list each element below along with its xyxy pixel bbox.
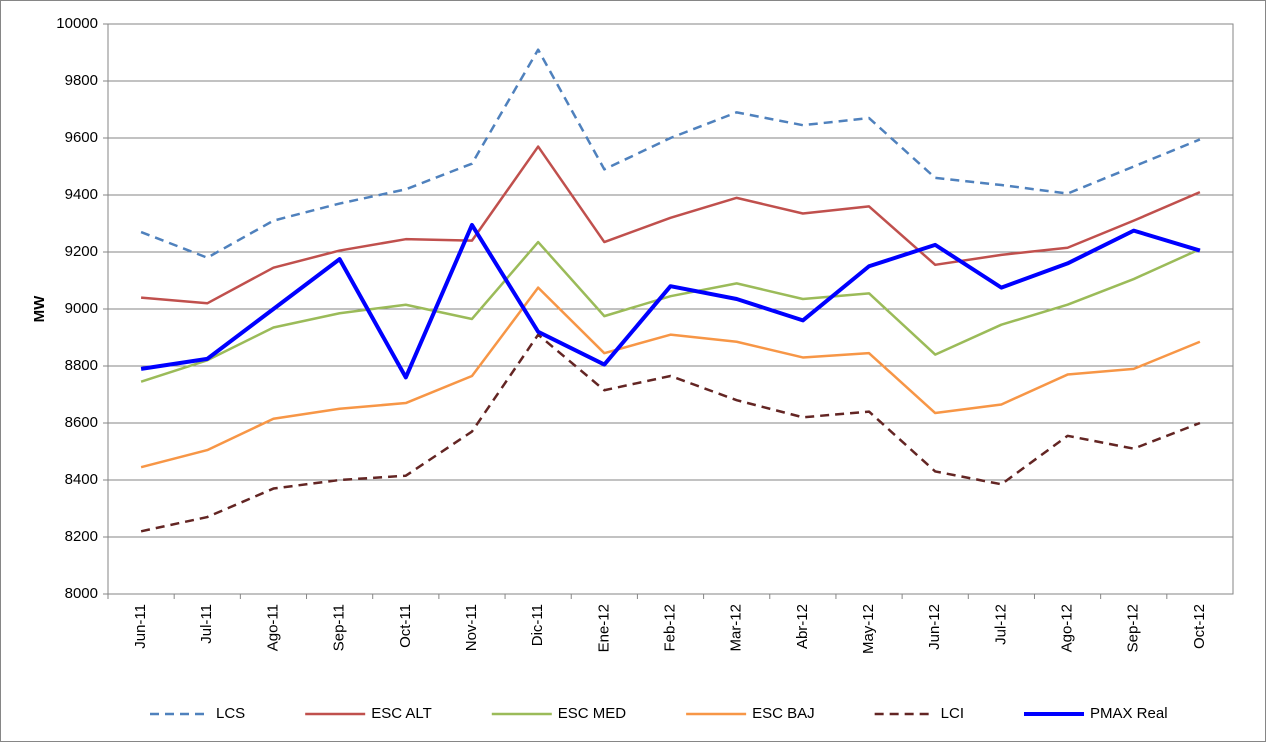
legend-label: LCS xyxy=(216,705,245,722)
x-tick-label: Ago-12 xyxy=(1059,604,1076,652)
x-tick-label: Feb-12 xyxy=(661,604,678,652)
series-line xyxy=(140,145,1201,305)
series-line xyxy=(140,333,1201,533)
y-tick-label: 9000 xyxy=(65,300,98,317)
x-tick-label: Oct-12 xyxy=(1191,604,1208,649)
x-tick-label: Jun-11 xyxy=(132,604,149,649)
x-tick-label: Mar-12 xyxy=(728,604,745,652)
x-tick-label: Nov-11 xyxy=(463,604,480,651)
x-tick-label: Ago-11 xyxy=(264,604,281,651)
y-tick-label: 10000 xyxy=(56,15,98,32)
x-tick-label: Ene-12 xyxy=(595,604,612,652)
x-tick-label: Oct-11 xyxy=(397,604,414,648)
y-tick-label: 8800 xyxy=(65,357,98,374)
legend-label: LCI xyxy=(941,705,964,722)
y-tick-label: 8400 xyxy=(65,471,98,488)
x-tick-label: Dic-11 xyxy=(529,604,546,646)
y-tick-label: 9400 xyxy=(65,186,98,203)
x-tick-label: Jul-12 xyxy=(992,604,1009,645)
legend-label: ESC MED xyxy=(558,705,627,722)
x-tick-label: Jun-12 xyxy=(926,604,943,650)
y-tick-label: 8200 xyxy=(65,528,98,545)
x-tick-label: Sep-12 xyxy=(1125,604,1142,652)
y-tick-label: 8600 xyxy=(65,414,98,431)
y-tick-label: 9800 xyxy=(65,72,98,89)
legend-label: ESC BAJ xyxy=(752,705,815,722)
x-tick-label: May-12 xyxy=(860,604,877,654)
x-tick-label: Abr-12 xyxy=(794,604,811,649)
y-tick-label: 9200 xyxy=(65,243,98,260)
legend-label: ESC ALT xyxy=(371,705,432,722)
series-line xyxy=(140,222,1201,380)
series-line xyxy=(140,48,1201,259)
series-line xyxy=(140,240,1201,383)
plot-border xyxy=(107,23,1234,595)
y-axis-label: MW xyxy=(31,295,48,322)
legend-label: PMAX Real xyxy=(1090,705,1168,722)
x-tick-label: Sep-11 xyxy=(331,604,348,651)
x-tick-label: Jul-11 xyxy=(198,604,215,644)
y-tick-label: 9600 xyxy=(65,129,98,146)
y-tick-label: 8000 xyxy=(65,585,98,602)
series-line xyxy=(140,286,1201,469)
